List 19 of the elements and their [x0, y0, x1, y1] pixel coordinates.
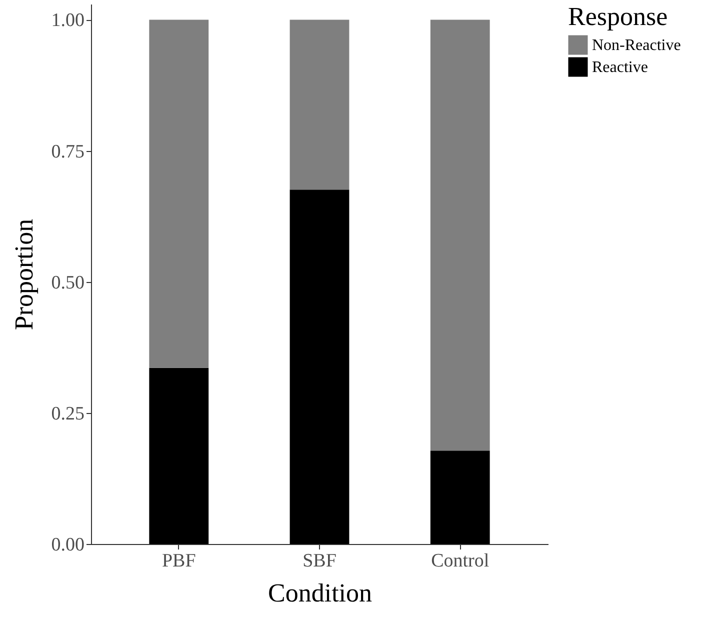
x-axis-title: Condition: [268, 578, 372, 608]
bar: [290, 20, 350, 190]
legend-title: Response: [568, 2, 668, 31]
x-tick-label: SBF: [302, 550, 336, 572]
x-tick-label: Control: [431, 550, 490, 572]
bar: [430, 450, 490, 544]
bar: [149, 368, 209, 544]
legend-label: Reactive: [592, 59, 648, 76]
y-axis-title: Proportion: [9, 218, 38, 330]
bar: [290, 190, 350, 544]
legend-label: Non-Reactive: [592, 37, 681, 54]
y-tick-label: 0.75: [51, 141, 84, 162]
y-tick-label: 0.50: [51, 272, 84, 294]
y-tick-label: 0.00: [51, 534, 84, 556]
bar: [149, 20, 209, 368]
bar: [430, 20, 490, 451]
y-tick-label: 1.00: [51, 10, 84, 32]
y-tick-label: 0.25: [51, 403, 84, 424]
x-tick-label: PBF: [162, 550, 196, 572]
